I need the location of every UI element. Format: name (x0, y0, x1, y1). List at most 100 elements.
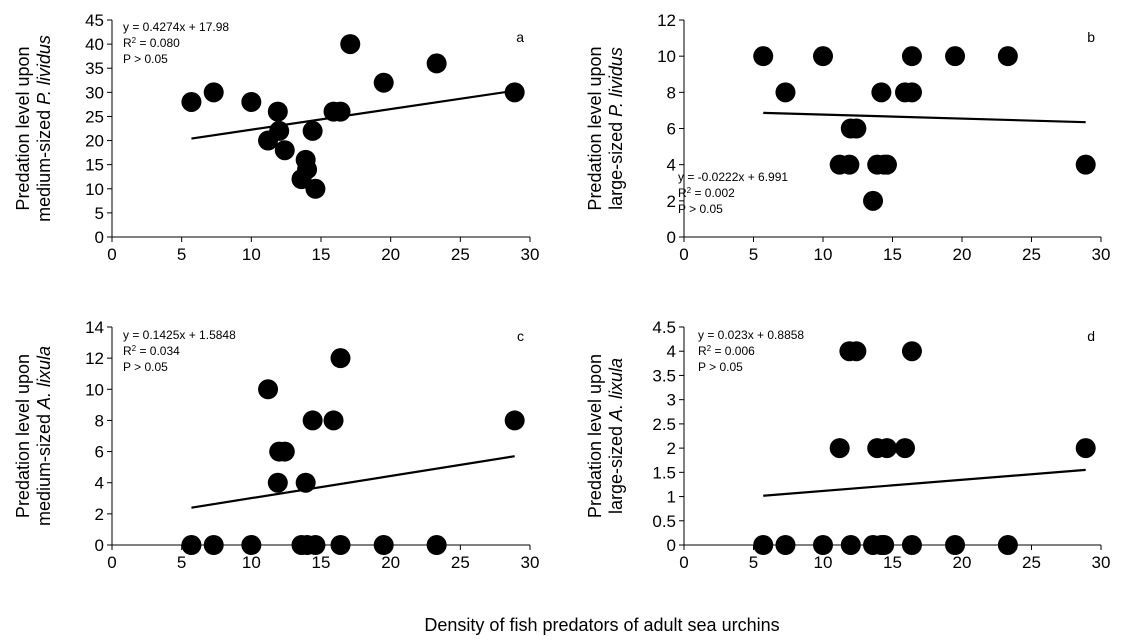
x-tick-label: 10 (242, 245, 261, 264)
data-point (330, 348, 351, 369)
y-tick-label: 10 (657, 47, 676, 66)
data-point (997, 535, 1018, 555)
y-tick-label: 3.5 (652, 366, 676, 385)
x-tick-label: 20 (381, 553, 400, 572)
data-point (753, 46, 774, 67)
x-tick-label: 15 (883, 553, 902, 572)
y-tick-label: 0.5 (652, 512, 676, 531)
data-point (846, 341, 867, 362)
x-tick-label: 0 (107, 245, 116, 264)
y-tick-label: 15 (85, 156, 104, 175)
x-tick-label: 30 (1092, 553, 1111, 572)
x-tick-label: 20 (381, 245, 400, 264)
x-tick-label: 15 (883, 245, 902, 264)
y-tick-label: 3 (667, 391, 676, 410)
x-tick-label: 5 (749, 553, 758, 572)
panel-a: 0 5 10 15 20 25 30 35 40 45 0 5 10 15 20 25 30 Predation … (13, 11, 539, 264)
trendline (191, 89, 515, 140)
data-point (258, 379, 279, 400)
y-tick-label: 2 (667, 439, 676, 458)
x-tick-label: 15 (312, 245, 331, 264)
y-tick-label: 0 (667, 228, 676, 247)
x-tick-label: 25 (451, 553, 470, 572)
panel-letter: b (1087, 29, 1095, 45)
data-point (267, 472, 288, 493)
data-point (871, 82, 892, 103)
data-point (295, 472, 316, 493)
x-tick-label: 20 (953, 245, 972, 264)
y-axis-title-line2: medium-sized P. lividus (34, 35, 54, 222)
y-tick-label: 6 (667, 120, 676, 139)
data-point (426, 53, 447, 74)
data-point (846, 118, 867, 139)
y-tick-label: 2 (95, 505, 104, 524)
x-tick-label: 30 (521, 245, 540, 264)
data-point (1075, 154, 1096, 175)
y-tick-label: 2.5 (652, 415, 676, 434)
data-point (504, 82, 525, 103)
x-tick-label: 20 (953, 553, 972, 572)
x-tick-label: 25 (451, 245, 470, 264)
panel-c: 0 2 4 6 8 10 12 14 0 5 10 15 20 25 30 Predation level u… (13, 318, 539, 572)
x-tick-label: 25 (1022, 245, 1041, 264)
y-tick-label: 8 (95, 411, 104, 430)
data-point (775, 82, 796, 103)
data-point (426, 535, 447, 555)
regression-equation: y = 0.1425x + 1.5848 (123, 328, 236, 342)
data-point (305, 535, 326, 555)
data-point (901, 46, 922, 67)
panel-letter: a (516, 29, 524, 45)
y-tick-label: 12 (85, 349, 104, 368)
regression-equation: y = 0.4274x + 17.98 (123, 20, 229, 34)
data-point (274, 140, 295, 161)
y-tick-label: 4 (667, 156, 676, 175)
y-tick-label: 0 (95, 228, 104, 247)
data-point (297, 159, 318, 180)
y-tick-label: 0 (95, 536, 104, 555)
x-tick-label: 30 (521, 553, 540, 572)
panel-letter: d (1087, 328, 1095, 344)
panel-b: 0 2 4 6 8 10 12 0 5 10 15 20 25 30 Predation level upo… (585, 11, 1110, 264)
y-tick-label: 6 (95, 443, 104, 462)
x-tick-label: 0 (679, 245, 688, 264)
data-point (267, 101, 288, 122)
y-tick-label: 14 (85, 318, 104, 337)
data-point (330, 535, 351, 555)
y-tick-label: 10 (85, 380, 104, 399)
x-tick-label: 5 (749, 245, 758, 264)
data-point (504, 410, 525, 431)
y-tick-label: 40 (85, 35, 104, 54)
data-point (874, 154, 895, 175)
data-point (829, 438, 850, 459)
p-value-label: P > 0.05 (123, 52, 168, 66)
data-point (874, 535, 895, 555)
y-tick-label: 10 (85, 180, 104, 199)
panel-d: 0 0.5 1 1.5 2 2.5 3 3.5 4 4.5 0 5 10 15 20 25 30 Predatio… (585, 318, 1110, 572)
y-tick-label: 12 (657, 11, 676, 30)
data-point (901, 82, 922, 103)
p-value-label: P > 0.05 (123, 360, 168, 374)
data-point (373, 535, 394, 555)
y-axis-title-line2: large-sized A. lixula (606, 358, 626, 514)
y-tick-label: 5 (95, 204, 104, 223)
data-point (895, 438, 916, 459)
r-squared-label: R2 = 0.080 (123, 36, 180, 51)
regression-equation: y = 0.023x + 0.8858 (698, 328, 804, 342)
data-point (203, 82, 224, 103)
regression-equation: y = -0.0222x + 6.991 (678, 170, 788, 184)
x-tick-label: 0 (679, 553, 688, 572)
y-tick-label: 20 (85, 132, 104, 151)
y-axis-title-line1: Predation level upon (13, 354, 33, 518)
x-tick-label: 30 (1092, 245, 1111, 264)
data-point (813, 46, 833, 67)
trendline (763, 111, 1086, 124)
trendline (763, 468, 1086, 497)
figure-x-axis-title: Density of fish predators of adult sea u… (424, 615, 779, 635)
data-point (203, 535, 224, 555)
x-tick-label: 15 (312, 553, 331, 572)
trendline (191, 455, 515, 509)
x-tick-label: 25 (1022, 553, 1041, 572)
y-tick-label: 45 (85, 11, 104, 30)
y-tick-label: 4 (95, 474, 104, 493)
